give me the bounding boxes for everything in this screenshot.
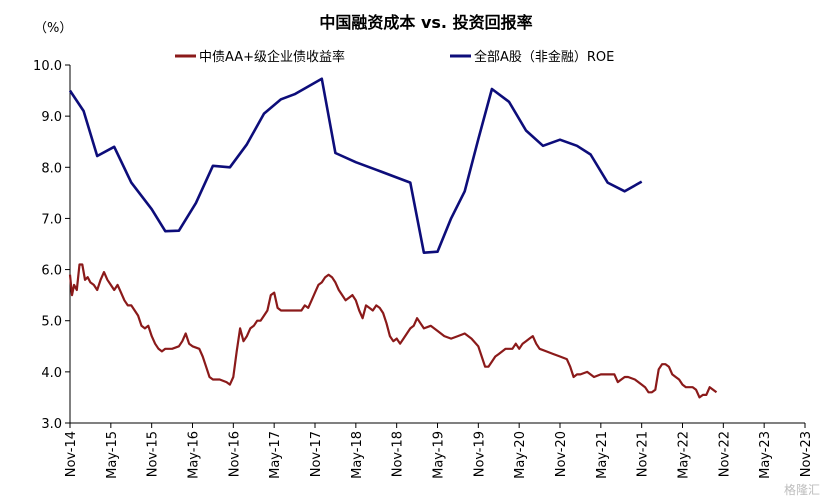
watermark-text: 格隆汇 bbox=[784, 482, 820, 497]
x-tick-label: May-21 bbox=[595, 431, 610, 479]
x-tick-label: May-19 bbox=[432, 431, 447, 479]
x-tick-label: Nov-18 bbox=[391, 431, 406, 477]
x-tick-label: May-18 bbox=[350, 431, 365, 479]
series-line-2 bbox=[68, 77, 643, 254]
x-tick-label: Nov-17 bbox=[309, 431, 324, 477]
y-unit-label: （%） bbox=[34, 21, 72, 36]
x-tick-label: May-23 bbox=[758, 431, 773, 479]
x-tick-label: Nov-23 bbox=[799, 431, 814, 477]
x-tick-label: Nov-19 bbox=[472, 431, 487, 477]
series-layer bbox=[68, 77, 718, 399]
x-tick-label: Nov-21 bbox=[636, 431, 651, 477]
axes: 3.0 4.0 5.0 6.0 7.0 8.0 9.0 10.0 Nov-14 May-15 Nov… bbox=[33, 59, 814, 479]
x-tick-label: Nov-16 bbox=[227, 431, 242, 477]
chart-title: 中国融资成本 vs. 投资回报率 bbox=[319, 13, 532, 32]
y-tick-label: 7.0 bbox=[41, 212, 62, 227]
x-tick-label: May-15 bbox=[105, 431, 120, 479]
legend-label-series-2: 全部A股（非金融）ROE bbox=[474, 49, 614, 65]
x-tick-label: May-17 bbox=[268, 431, 283, 479]
x-tick-label: May-22 bbox=[677, 431, 692, 479]
legend-label-series-1: 中债AA+级企业债收益率 bbox=[199, 49, 345, 65]
y-tick-label: 9.0 bbox=[41, 110, 62, 125]
x-tick-label: Nov-22 bbox=[717, 431, 732, 477]
y-tick-label: 5.0 bbox=[41, 315, 62, 330]
legend: 中债AA+级企业债收益率 全部A股（非金融）ROE bbox=[175, 49, 614, 65]
y-tick-label: 10.0 bbox=[33, 59, 62, 74]
series-line-1 bbox=[68, 263, 718, 399]
x-tick-label: Nov-15 bbox=[146, 431, 161, 477]
x-tick-label: May-20 bbox=[513, 431, 528, 479]
y-tick-label: 3.0 bbox=[41, 417, 62, 432]
y-tick-label: 4.0 bbox=[41, 366, 62, 381]
x-tick-label: May-16 bbox=[187, 431, 202, 479]
x-tick-label: Nov-20 bbox=[554, 431, 569, 477]
y-tick-label: 8.0 bbox=[41, 161, 62, 176]
x-tick-label: Nov-14 bbox=[64, 431, 79, 477]
y-tick-label: 6.0 bbox=[41, 264, 62, 279]
